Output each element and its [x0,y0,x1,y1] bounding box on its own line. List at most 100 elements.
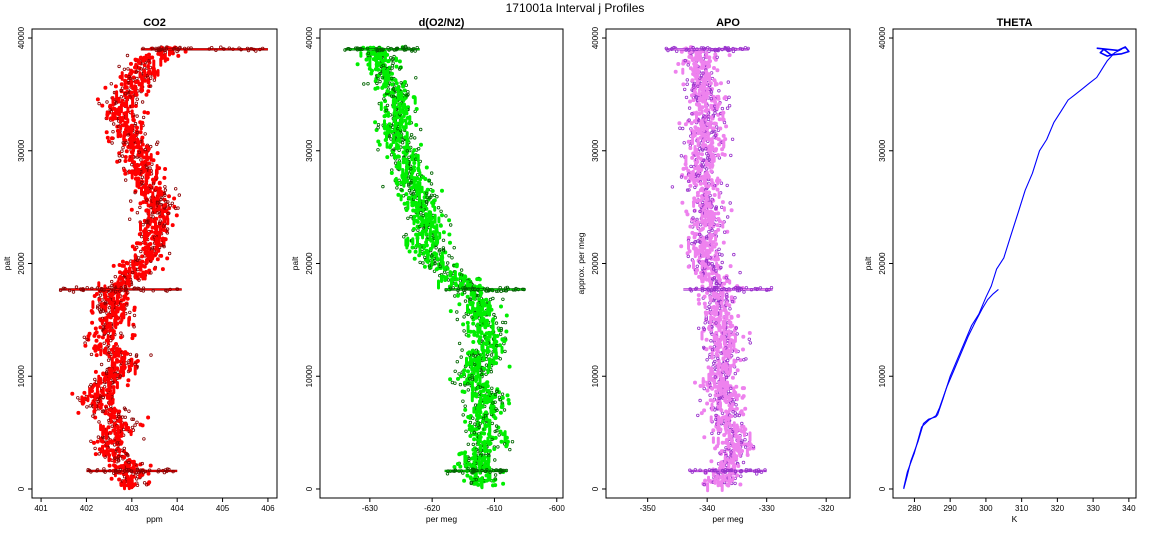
data-point [123,158,128,163]
data-point [703,321,707,325]
data-point [467,458,471,463]
data-point [139,67,143,71]
data-point [472,431,477,435]
data-point [678,126,682,130]
data-point [493,483,498,488]
y-tick-label: 40000 [17,26,26,49]
data-point [107,463,112,468]
data-point [116,454,121,459]
data-point [166,194,171,199]
data-point [739,409,744,414]
data-point [693,166,698,171]
data-point [490,394,495,399]
data-point [692,209,697,213]
data-point [482,431,487,436]
data-point [396,192,401,197]
data-point [163,188,168,192]
data-point [496,445,500,449]
data-point [681,61,686,66]
data-point [160,196,164,200]
data-point [386,59,391,64]
data-point [117,154,121,158]
data-point [711,316,716,321]
data-point [410,202,415,207]
data-point [454,283,459,288]
data-point [97,452,101,456]
data-point [704,259,708,263]
data-point [686,139,691,144]
data-point [697,301,702,306]
data-point [477,297,482,302]
spike-point [219,45,223,49]
data-point [741,394,746,399]
spike-point [74,285,79,289]
spike-point [401,45,405,50]
data-point [493,477,497,481]
data-point [726,215,730,219]
data-point [85,337,89,341]
data-point [688,224,693,229]
data-point [103,455,107,459]
data-point [458,279,463,283]
data-point [104,406,109,410]
data-point [459,355,463,359]
data-point [470,315,474,319]
data-point [471,416,475,420]
data-point [85,405,89,409]
y-tick-label: 30000 [591,139,600,162]
data-point [157,180,162,185]
data-point [696,293,701,298]
data-point [82,390,87,395]
data-point [140,423,145,428]
data-point [388,143,393,148]
data-point [489,390,494,395]
data-point [140,254,145,259]
data-point [497,433,501,437]
spike-point [415,46,419,50]
data-point [727,95,731,99]
spike-point [389,46,393,51]
data-point [501,297,505,301]
data-point [130,417,134,421]
data-point [488,297,493,302]
data-point [695,264,699,268]
data-point [355,62,360,67]
data-point [145,224,150,229]
data-point [676,62,681,67]
data-point [104,130,109,135]
data-point [109,279,114,284]
data-point [484,297,489,302]
data-point [467,423,472,428]
y-tick-label: 40000 [591,26,600,49]
panel-title: d(O2/N2) [419,17,465,29]
data-point [482,310,487,315]
data-point [108,439,113,444]
data-point [127,409,131,413]
data-point [407,188,412,193]
data-point [730,375,735,380]
data-point [134,354,139,358]
data-point [140,142,145,147]
data-point [468,433,473,438]
spike-point [381,47,385,51]
data-point [119,82,124,87]
data-point [148,84,153,88]
y-tick-label: 30000 [305,139,314,162]
spike-point [498,286,502,290]
data-point [684,95,689,100]
data-point [458,374,463,379]
data-point [679,244,684,249]
data-point [132,313,137,318]
data-point [455,461,460,466]
spike-point [377,46,381,50]
data-point [686,63,690,67]
data-point [381,184,385,189]
spike-point [459,469,463,473]
data-point [123,78,128,83]
data-point [429,182,434,186]
data-point [399,81,403,85]
data-point [693,239,698,244]
data-point [466,442,470,446]
data-point [102,330,107,335]
data-point [176,53,181,58]
